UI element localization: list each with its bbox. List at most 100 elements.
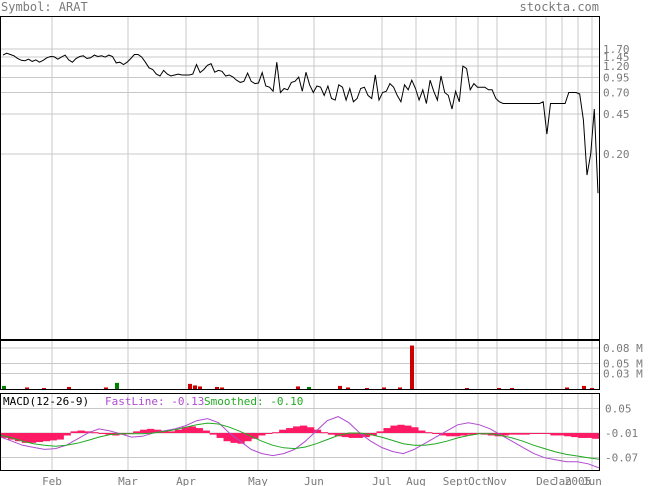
volume-bar bbox=[193, 385, 197, 389]
volume-bar bbox=[582, 385, 586, 389]
volume-bar bbox=[382, 387, 386, 389]
macd-histogram-bar bbox=[348, 433, 356, 438]
price-frame bbox=[0, 16, 600, 340]
price-tick-label: 1.20 bbox=[603, 60, 630, 73]
macd-histogram-bar bbox=[153, 429, 162, 433]
macd-histogram-bar bbox=[188, 426, 196, 433]
macd-fast-line bbox=[0, 416, 600, 469]
macd-histogram-bar bbox=[452, 433, 461, 437]
x-tick-label: Jun bbox=[304, 475, 324, 486]
volume-bar bbox=[497, 387, 501, 389]
macd-histogram-bar bbox=[35, 433, 44, 443]
x-tick-label: Oct bbox=[468, 475, 488, 486]
macd-histogram-bar bbox=[397, 424, 405, 433]
macd-histogram-bar bbox=[28, 433, 37, 443]
macd-fastline-label: FastLine: -0.13 bbox=[105, 395, 204, 408]
macd-histogram-bar bbox=[473, 433, 482, 434]
macd-histogram-bar bbox=[56, 433, 64, 440]
macd-histogram-bar bbox=[550, 433, 558, 436]
grid-lines bbox=[1, 17, 599, 470]
price-tick-label: 0.95 bbox=[603, 72, 630, 85]
macd-histogram-bar bbox=[564, 433, 572, 437]
macd-histogram-bar bbox=[133, 431, 141, 433]
macd-histogram-bar bbox=[522, 433, 530, 435]
macd-histogram-bar bbox=[376, 431, 384, 433]
macd-histogram-bar bbox=[258, 433, 266, 436]
x-tick-label: May bbox=[248, 475, 268, 486]
macd-histogram-bar bbox=[174, 429, 183, 433]
volume-tick-label: 0.05 M bbox=[603, 357, 643, 370]
x-tick-label: 2005 bbox=[565, 475, 592, 486]
macd-histogram-bar bbox=[244, 433, 252, 442]
volume-bar bbox=[510, 387, 514, 389]
macd-histogram-bar bbox=[98, 433, 106, 434]
x-tick-label: Dec bbox=[536, 475, 556, 486]
volume-panel bbox=[2, 345, 594, 389]
macd-tick-label: -0.07 bbox=[605, 452, 638, 465]
macd-histogram-bar bbox=[251, 433, 259, 439]
price-tick-label: 0.70 bbox=[603, 87, 630, 100]
volume-tick-label: 0.03 M bbox=[603, 368, 643, 381]
macd-histogram-bar bbox=[327, 433, 336, 435]
macd-histogram-bar bbox=[105, 433, 113, 435]
macd-histogram-bar bbox=[77, 430, 85, 433]
macd-histogram-bar bbox=[334, 433, 343, 437]
macd-histogram-bar bbox=[411, 427, 419, 433]
macd-histogram-bar bbox=[536, 433, 544, 434]
x-tick-label: Jan bbox=[552, 475, 572, 486]
macd-histogram-bar bbox=[300, 425, 308, 433]
macd-histogram-bar bbox=[42, 433, 50, 442]
macd-tick-label: 0.05 bbox=[605, 402, 632, 415]
volume-bar bbox=[104, 387, 108, 389]
macd-histogram-bar bbox=[578, 433, 586, 438]
volume-bar bbox=[565, 387, 569, 389]
macd-histogram-bar bbox=[14, 433, 23, 442]
macd-histogram-bar bbox=[466, 433, 475, 435]
macd-histogram-bar bbox=[446, 433, 454, 437]
macd-histogram-bar bbox=[1, 433, 9, 438]
macd-histogram-bar bbox=[49, 433, 57, 441]
volume-bar bbox=[220, 387, 224, 389]
macd-histogram-bar bbox=[181, 427, 190, 433]
macd-histogram-bar bbox=[383, 428, 391, 433]
macd-histogram-bar bbox=[418, 430, 426, 433]
price-line bbox=[2, 52, 599, 194]
macd-histogram-bar bbox=[557, 433, 565, 436]
macd-histogram-bar bbox=[230, 433, 238, 443]
volume-bar bbox=[67, 386, 71, 389]
macd-histogram-bar bbox=[592, 433, 600, 439]
macd-histogram-bar bbox=[543, 433, 551, 434]
x-tick-label: Jul bbox=[372, 475, 392, 486]
macd-histogram-bar bbox=[571, 433, 579, 438]
volume-bar bbox=[590, 387, 594, 389]
macd-title: MACD(12-26-9) bbox=[3, 395, 89, 408]
macd-histogram-bar bbox=[286, 428, 294, 433]
price-panel bbox=[2, 52, 599, 194]
macd-histogram-bar bbox=[223, 433, 231, 442]
macd-histogram-bar bbox=[306, 427, 315, 433]
macd-histogram-bar bbox=[202, 430, 210, 433]
macd-histogram-bar bbox=[70, 431, 78, 433]
volume-bar bbox=[296, 386, 300, 389]
macd-histogram-bar bbox=[529, 433, 537, 434]
macd-histogram-bar bbox=[237, 433, 245, 444]
macd-histogram-bar bbox=[209, 433, 217, 435]
macd-histogram-bar bbox=[508, 433, 516, 435]
macd-histogram-bar bbox=[140, 429, 148, 433]
macd-smoothed-label: Smoothed: -0.10 bbox=[204, 395, 303, 408]
site-label[interactable]: stockta.com bbox=[520, 0, 599, 14]
volume-bar bbox=[42, 387, 46, 389]
chart-frames bbox=[0, 16, 600, 471]
volume-bar bbox=[307, 386, 311, 389]
macd-histogram-bar bbox=[63, 433, 71, 436]
volume-bar bbox=[215, 386, 219, 389]
macd-histogram-bar bbox=[425, 432, 433, 434]
volume-bar bbox=[25, 387, 29, 389]
volume-bar bbox=[198, 386, 202, 389]
macd-histogram-bar bbox=[195, 428, 203, 433]
macd-histogram-bar bbox=[293, 426, 301, 433]
macd-histogram-bar bbox=[515, 433, 523, 435]
volume-tick-label: 0.08 M bbox=[603, 342, 643, 355]
macd-histogram-bar bbox=[432, 433, 440, 434]
